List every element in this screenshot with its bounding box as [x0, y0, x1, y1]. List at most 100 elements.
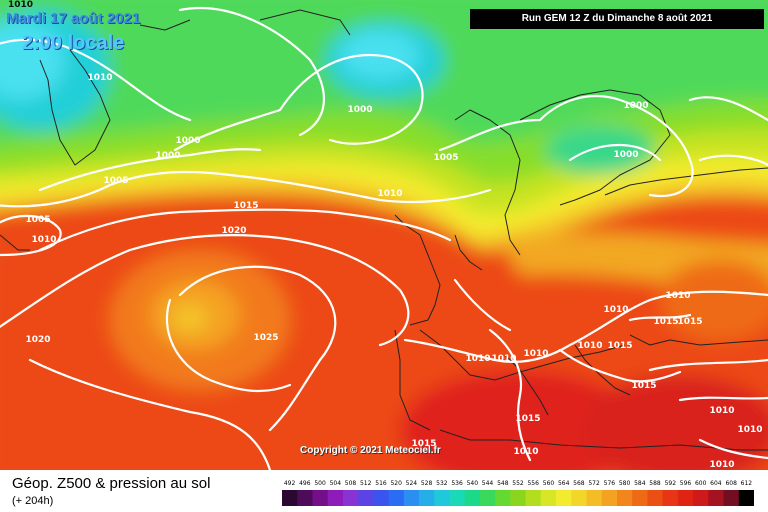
isobar-label: 1010: [377, 189, 402, 199]
legend-swatch: [388, 490, 405, 506]
isobar-label: 1000: [623, 101, 648, 111]
legend-swatch: [358, 490, 374, 506]
isobars: [0, 6, 768, 470]
isobar-label: 1010: [523, 349, 548, 359]
isobar-labels: 1010 1000 1000 1000 1000 1000 1005 1005 1010 1015…: [25, 73, 762, 470]
color-legend: 492 496 500 504 508 512 516 520 524 528 532 536 540 5…: [282, 480, 754, 506]
forecast-date: Mardi 17 août 2021: [6, 10, 141, 27]
isobar-label: 1025: [253, 333, 278, 343]
forecast-lead-time: (+ 204h): [12, 495, 54, 507]
chart-footer: Géop. Z500 & pression au sol (+ 204h) 49…: [0, 470, 768, 512]
legend-value: 504: [330, 480, 342, 487]
isobar-label: 1010: [31, 235, 56, 245]
legend-value: 604: [710, 480, 722, 487]
legend-value: 560: [543, 480, 555, 487]
legend-value: 540: [467, 480, 479, 487]
isobar-label: 1010: [603, 305, 628, 315]
legend-value: 528: [421, 480, 433, 487]
geopotential-color-field: [0, 0, 768, 470]
legend-value: 532: [436, 480, 448, 487]
legend-swatch: [510, 490, 527, 506]
legend-swatch: [647, 490, 664, 506]
isobar-label: 1015: [515, 414, 540, 424]
legend-value: 496: [299, 480, 311, 487]
legend-value: 568: [573, 480, 585, 487]
legend-swatch: [556, 490, 572, 506]
isobar-label: 1015: [653, 317, 678, 327]
legend-value: 572: [588, 480, 600, 487]
legend-swatch: [677, 490, 694, 506]
isobar-label: 1000: [613, 150, 638, 160]
legend-swatch: [297, 490, 313, 506]
isobar-label: 1000: [347, 105, 372, 115]
legend-swatch: [434, 490, 450, 506]
isobar-label: 1020: [221, 226, 246, 236]
isobar-label: 1010: [665, 291, 690, 301]
isobar-label: 1020: [25, 335, 50, 345]
legend-swatch: [738, 490, 754, 506]
legend-value: 524: [406, 480, 418, 487]
legend-value: 580: [619, 480, 631, 487]
isobar-label: 1015: [677, 317, 702, 327]
isobar-label: 1010: [465, 354, 490, 364]
legend-swatch: [693, 490, 709, 506]
legend-value: 544: [482, 480, 494, 487]
isobar-label: 1000: [155, 151, 180, 161]
legend-value: 516: [375, 480, 387, 487]
legend-swatch: [540, 490, 557, 506]
chart-title: Géop. Z500 & pression au sol: [12, 475, 211, 492]
isobar-label: 1010: [737, 425, 762, 435]
legend-swatch: [327, 490, 344, 506]
legend-swatch: [312, 490, 329, 506]
legend-value: 536: [451, 480, 463, 487]
legend-swatch: [464, 490, 481, 506]
legend-value: 592: [665, 480, 677, 487]
isobar-label: 1010: [709, 460, 734, 470]
legend-value: 608: [725, 480, 737, 487]
legend-value: 596: [680, 480, 692, 487]
legend-value: 500: [314, 480, 326, 487]
legend-value: 548: [497, 480, 509, 487]
isobar-label: 1015: [411, 439, 436, 449]
isobar-label: 1015: [631, 381, 656, 391]
legend-value: 508: [345, 480, 357, 487]
isobar-label: 1005: [433, 153, 458, 163]
legend-value: 552: [512, 480, 524, 487]
forecast-time: 2:00 locale: [22, 32, 125, 54]
legend-value: 564: [558, 480, 570, 487]
legend-swatch: [571, 490, 587, 506]
legend-swatch: [632, 490, 648, 506]
isobar-label: 1005: [25, 215, 50, 225]
isobar-label: 1010: [709, 406, 734, 416]
isobar-label: 1010: [577, 341, 602, 351]
legend-swatch: [495, 490, 511, 506]
legend-value: 584: [634, 480, 646, 487]
isobar-label: 1010: [491, 354, 516, 364]
legend-swatch: [586, 490, 603, 506]
legend-swatch: [403, 490, 420, 506]
legend-value: 576: [604, 480, 616, 487]
corner-pressure-label: 1010: [8, 0, 34, 10]
isobar-label: 1015: [233, 201, 258, 211]
legend-swatch: [525, 490, 542, 506]
isobar-label: 1000: [175, 136, 200, 146]
coastlines: [0, 9, 768, 451]
isobar-label: 1010: [87, 73, 112, 83]
legend-swatch: [282, 490, 298, 506]
legend-value: 556: [527, 480, 539, 487]
legend-value: 588: [649, 480, 661, 487]
isobar-label: 1015: [607, 341, 632, 351]
legend-value: 512: [360, 480, 372, 487]
isobar-label: 1005: [103, 176, 128, 186]
legend-value: 612: [741, 480, 753, 487]
copyright-notice: Copyright © 2021 Meteociel.fr: [300, 445, 441, 456]
model-run-banner: Run GEM 12 Z du Dimanche 8 août 2021: [470, 9, 764, 29]
legend-swatch: [708, 490, 724, 506]
legend-swatch: [449, 490, 466, 506]
legend-swatch: [723, 490, 740, 506]
legend-value: 600: [695, 480, 707, 487]
legend-swatch: [373, 490, 390, 506]
legend-swatch: [617, 490, 633, 506]
legend-swatch: [662, 490, 679, 506]
